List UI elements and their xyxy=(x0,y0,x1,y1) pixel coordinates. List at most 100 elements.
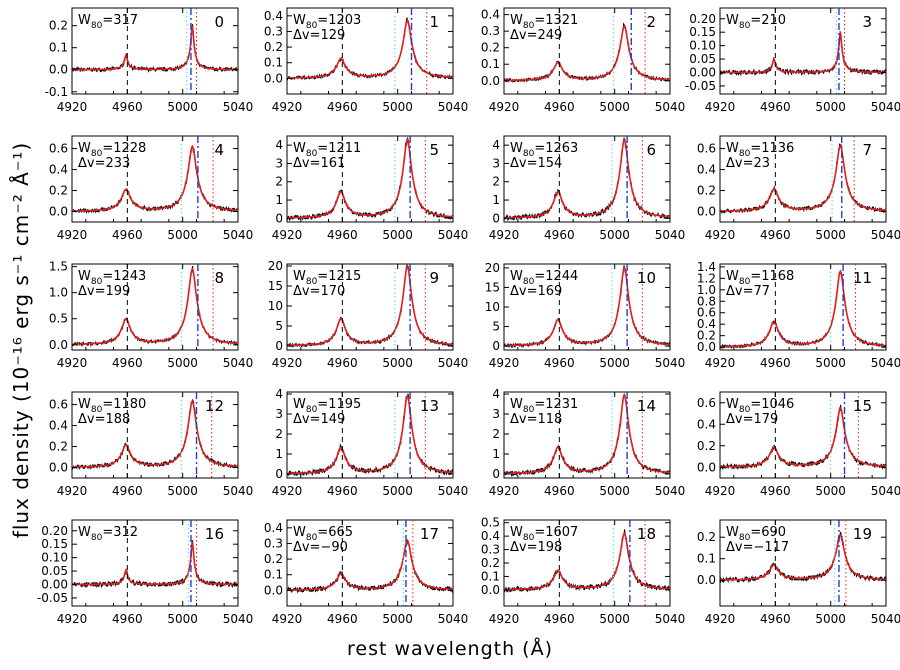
y-tick-label: 1.2 xyxy=(697,271,716,285)
w80-label: W80=210 xyxy=(726,13,786,31)
model-fit-line xyxy=(720,269,886,348)
x-tick-label: 4960 xyxy=(760,484,791,498)
model-fit-line xyxy=(72,541,238,586)
delta-v-label: Δv=154 xyxy=(510,156,562,171)
x-tick-label: 5040 xyxy=(438,612,469,626)
model-fit-line xyxy=(287,538,454,591)
spectrum-line xyxy=(719,31,887,77)
w80-label: W80=1211 xyxy=(293,141,361,159)
x-tick-label: 5000 xyxy=(599,484,630,498)
panel-16: -0.050.000.050.100.150.20 4920 4960 5000 504… xyxy=(37,519,253,626)
y-tick-label: 0.0 xyxy=(264,71,283,85)
y-tick-label: 0.6 xyxy=(697,306,716,320)
y-tick-label: 0.3 xyxy=(481,543,500,557)
x-tick-label: 5040 xyxy=(871,484,900,498)
y-tick-label: 4 xyxy=(275,138,283,152)
model-fit-line xyxy=(72,267,239,345)
x-tick-label: 5040 xyxy=(655,612,686,626)
y-tick-label: 0.15 xyxy=(41,537,68,551)
y-tick-label: 4 xyxy=(492,387,500,401)
y-tick-label: 0.0 xyxy=(697,205,716,219)
y-tick-label: 4 xyxy=(275,387,283,401)
y-tick-label: 0.2 xyxy=(697,530,716,544)
y-tick-label: 15 xyxy=(268,279,283,293)
x-tick-label: 5000 xyxy=(815,228,846,242)
x-tick-label: 4920 xyxy=(272,100,303,114)
x-axis-title: rest wavelength (Å) xyxy=(346,638,553,660)
panel-number: 7 xyxy=(862,141,872,159)
x-tick-label: 4960 xyxy=(544,228,575,242)
y-axis-title-text: flux density (10⁻¹⁶ erg s⁻¹ cm⁻² Å⁻¹) xyxy=(9,142,33,538)
y-tick-label: -0.05 xyxy=(685,79,716,93)
delta-v-label: Δv=118 xyxy=(510,412,562,427)
y-tick-label: 0.1 xyxy=(264,56,283,70)
panel-number: 18 xyxy=(637,525,656,543)
model-fit-line xyxy=(72,25,238,71)
x-tick-label: 5000 xyxy=(382,228,413,242)
model-fit-line xyxy=(503,531,670,591)
y-tick-label: 0 xyxy=(492,467,500,481)
x-tick-label: 5000 xyxy=(167,228,198,242)
y-tick-label: 1 xyxy=(492,447,500,461)
y-tick-label: 0.1 xyxy=(481,57,500,71)
y-tick-label: 0.20 xyxy=(689,12,716,26)
y-tick-label: 10 xyxy=(485,300,500,314)
x-tick-label: 5040 xyxy=(871,612,900,626)
x-tick-label: 4960 xyxy=(327,612,358,626)
plot-frame xyxy=(286,391,454,479)
plot-frame xyxy=(286,519,454,607)
y-tick-label: 0.4 xyxy=(49,419,68,433)
x-tick-label: 5040 xyxy=(438,228,469,242)
x-tick-label: 5000 xyxy=(815,356,846,370)
plot-frame xyxy=(719,391,887,479)
y-tick-label: 0 xyxy=(492,339,500,353)
y-tick-label: 0.4 xyxy=(697,417,716,431)
y-tick-label: 0.1 xyxy=(264,568,283,582)
y-tick-label: 20 xyxy=(268,259,283,273)
spectrum-line xyxy=(71,540,238,589)
y-tick-label: 0.05 xyxy=(41,564,68,578)
y-tick-label: -0.05 xyxy=(37,591,68,605)
y-tick-label: 0 xyxy=(275,211,283,225)
x-tick-label: 4920 xyxy=(705,612,736,626)
x-tick-label: 4960 xyxy=(112,228,143,242)
panel-11: 0.00.20.40.60.81.01.21.4 4920 4960 5000 5040… xyxy=(697,260,900,370)
x-tick-label: 4960 xyxy=(327,484,358,498)
panel-number: 5 xyxy=(429,141,439,159)
y-tick-label: 5 xyxy=(275,319,283,333)
x-tick-label: 5000 xyxy=(382,356,413,370)
y-tick-label: 0.1 xyxy=(481,569,500,583)
spectrum-line xyxy=(71,24,238,73)
plot-frame xyxy=(286,135,454,223)
panel-number: 8 xyxy=(214,269,224,287)
model-fit-line xyxy=(286,137,454,219)
y-tick-label: 2 xyxy=(492,175,500,189)
y-tick-label: 0.1 xyxy=(697,552,716,566)
y-tick-label: 0.8 xyxy=(697,294,716,308)
model-fit-line xyxy=(72,399,239,468)
x-tick-label: 5040 xyxy=(438,100,469,114)
y-tick-label: 0.5 xyxy=(49,312,68,326)
x-tick-label: 5000 xyxy=(599,228,630,242)
delta-v-label: Δv=149 xyxy=(293,412,345,427)
x-tick-label: 4960 xyxy=(112,100,143,114)
x-tick-label: 5000 xyxy=(599,100,630,114)
model-fit-line xyxy=(504,24,671,82)
panel-0: -0.1 0.0 0.1 0.2 4920 4960 5000 5040 W80=317 0 xyxy=(45,7,253,114)
y-tick-label: 0.0 xyxy=(264,583,283,597)
x-tick-label: 5000 xyxy=(599,612,630,626)
x-tick-label: 4960 xyxy=(327,100,358,114)
plot-frame xyxy=(503,7,671,95)
y-tick-label: 0.00 xyxy=(689,66,716,80)
x-tick-label: 4960 xyxy=(760,100,791,114)
plot-frame xyxy=(719,519,887,607)
x-tick-label: 5040 xyxy=(438,356,469,370)
panel-number: 17 xyxy=(420,525,439,543)
